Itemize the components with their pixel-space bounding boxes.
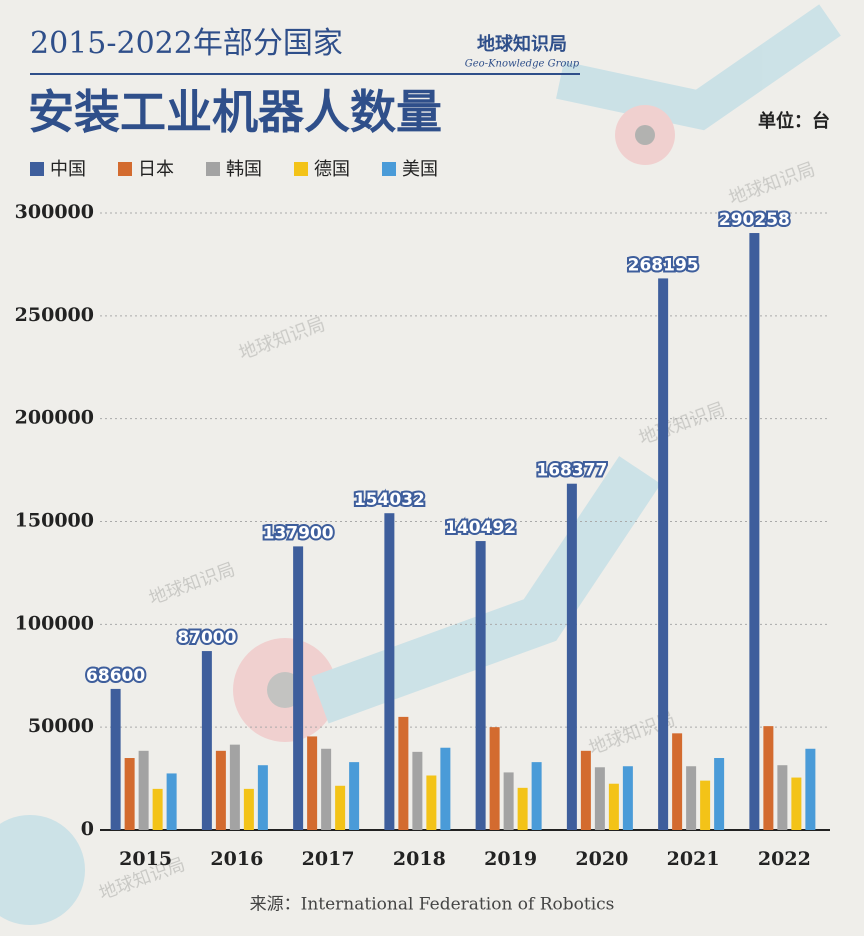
x-tick-label: 2022 — [758, 848, 811, 870]
bar — [763, 726, 774, 830]
y-tick-label: 0 — [81, 818, 94, 840]
chart-subtitle: 安装工业机器人数量 — [28, 85, 442, 139]
watermark: 地球知识局 — [146, 559, 238, 610]
y-tick-label: 150000 — [15, 510, 94, 532]
bar — [412, 751, 423, 830]
source: 来源：International Federation of Robotics — [250, 895, 615, 915]
bar — [138, 750, 149, 830]
bar — [475, 541, 486, 830]
bar — [580, 750, 591, 830]
x-tick-label: 2020 — [575, 848, 628, 870]
legend-label: 中国 — [50, 159, 86, 180]
y-tick-label: 200000 — [15, 407, 94, 429]
bar — [293, 546, 304, 830]
x-tick-label: 2019 — [484, 848, 537, 870]
bar — [791, 777, 802, 830]
watermark: 地球知识局 — [636, 399, 728, 450]
legend-label: 日本 — [138, 159, 174, 180]
bar — [566, 483, 577, 830]
unit-label: 单位：台 — [758, 110, 830, 132]
bar — [124, 758, 135, 830]
bar — [700, 780, 711, 830]
bar — [517, 787, 528, 830]
watermark: 地球知识局 — [726, 159, 818, 210]
legend-swatch — [30, 162, 44, 176]
bar — [672, 733, 683, 830]
x-tick-label: 2021 — [667, 848, 720, 870]
legend-swatch — [206, 162, 220, 176]
bar — [257, 765, 268, 830]
bar — [440, 747, 451, 830]
legend-swatch — [382, 162, 396, 176]
bar — [749, 233, 760, 831]
value-label: 140492 — [445, 518, 516, 538]
y-tick-label: 50000 — [28, 715, 94, 737]
legend-swatch — [118, 162, 132, 176]
bar — [166, 773, 177, 830]
bar — [307, 736, 318, 830]
bar — [201, 651, 212, 830]
value-label: 137900 — [263, 523, 334, 543]
legend-swatch — [294, 162, 308, 176]
bar — [335, 785, 346, 830]
value-label: 290258 — [719, 210, 790, 230]
bar — [426, 775, 437, 830]
chart-title: 2015-2022年部分国家 — [30, 26, 343, 61]
bar — [805, 748, 816, 830]
y-tick-label: 300000 — [15, 201, 94, 223]
bar — [215, 750, 226, 830]
bar — [243, 788, 254, 830]
watermark: 地球知识局 — [236, 314, 328, 365]
bar — [384, 513, 395, 830]
y-tick-label: 250000 — [15, 304, 94, 326]
bar — [594, 767, 605, 830]
bar — [489, 727, 500, 830]
bar — [349, 762, 360, 830]
bar — [622, 766, 633, 830]
brand: 地球知识局 — [477, 33, 567, 55]
x-tick-label: 2017 — [302, 848, 355, 870]
bar — [321, 748, 332, 830]
x-tick-label: 2016 — [210, 848, 263, 870]
x-tick-label: 2018 — [393, 848, 446, 870]
bar — [686, 766, 697, 830]
legend-label: 德国 — [314, 159, 350, 180]
legend-label: 韩国 — [226, 159, 262, 180]
bar — [714, 758, 725, 830]
legend-label: 美国 — [402, 159, 438, 180]
value-label: 168377 — [536, 461, 607, 481]
bar — [503, 772, 514, 830]
value-label: 68600 — [86, 666, 145, 686]
brand-en: Geo-Knowledge Group — [465, 59, 580, 70]
bar — [152, 788, 163, 830]
x-tick-label: 2015 — [119, 848, 172, 870]
bar — [110, 688, 121, 830]
bar — [777, 765, 788, 830]
value-label: 87000 — [177, 628, 236, 648]
bar — [608, 783, 619, 830]
value-label: 268195 — [628, 255, 699, 275]
bar — [229, 744, 240, 830]
y-tick-label: 100000 — [15, 612, 94, 634]
bar — [398, 716, 409, 830]
bar — [531, 762, 542, 830]
bar — [658, 278, 669, 830]
value-label: 154032 — [354, 490, 425, 510]
